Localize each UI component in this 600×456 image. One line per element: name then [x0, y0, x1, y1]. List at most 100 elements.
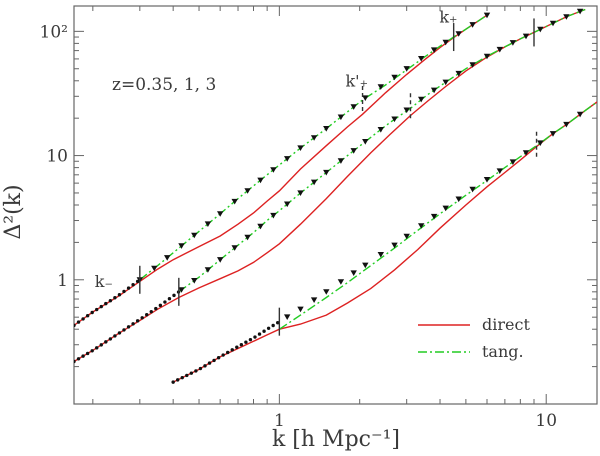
data-point: [430, 47, 438, 53]
data-point: [117, 331, 122, 335]
data-point: [337, 114, 345, 121]
data-point: [576, 8, 584, 15]
data-point: [483, 53, 491, 60]
data-point: [191, 278, 198, 284]
data-point: [549, 20, 557, 27]
y-tick-label: 10²: [40, 22, 68, 42]
x-tick-label: 10: [535, 411, 557, 431]
data-point: [337, 158, 345, 164]
data-point: [244, 234, 251, 241]
data-point: [180, 375, 184, 380]
data-point: [337, 279, 345, 285]
data-point: [131, 283, 135, 287]
data-point: [90, 349, 94, 353]
data-point: [442, 205, 449, 212]
data-point: [257, 332, 262, 336]
data-point: [469, 22, 476, 28]
scale-label: k₋: [95, 272, 113, 291]
data-point: [99, 304, 103, 309]
data-point: [455, 196, 462, 203]
data-point: [216, 355, 221, 360]
data-point: [178, 243, 185, 249]
data-point: [113, 334, 117, 338]
data-point: [391, 116, 398, 123]
data-point: [231, 198, 238, 205]
x-axis-label: k [h Mpc⁻¹]: [272, 427, 400, 452]
data-point: [403, 233, 410, 240]
data-point: [230, 348, 234, 352]
data-point: [207, 361, 212, 365]
data-point: [226, 350, 230, 355]
tang-line: [279, 101, 597, 330]
data-point: [244, 188, 251, 194]
data-point: [122, 289, 126, 294]
data-point: [108, 337, 113, 341]
data-point: [284, 314, 291, 320]
data-point: [430, 213, 438, 220]
data-point: [131, 322, 135, 326]
data-point: [522, 33, 530, 40]
scale-label: k₊: [439, 8, 457, 27]
direct-line: [74, 8, 586, 363]
data-point: [509, 40, 517, 46]
data-point: [176, 378, 180, 382]
data-point: [270, 167, 277, 173]
axes: 1 10 1 10 10²: [40, 6, 597, 431]
data-point: [469, 186, 476, 193]
data-point: [126, 286, 131, 290]
data-point: [496, 168, 503, 174]
data-point: [483, 177, 491, 183]
data-point: [403, 66, 410, 72]
data-point: [198, 366, 203, 371]
data-point: [266, 326, 271, 331]
data-point: [108, 298, 113, 303]
data-point: [194, 369, 198, 373]
data-point: [350, 148, 357, 154]
data-point: [310, 135, 318, 141]
data-point: [455, 70, 462, 77]
data-point: [113, 296, 117, 300]
data-point: [323, 126, 330, 132]
data-point: [74, 359, 76, 364]
data-point: [212, 358, 216, 363]
data-point: [76, 357, 81, 361]
data-point: [483, 12, 491, 19]
data-point: [104, 301, 108, 306]
data-point: [217, 257, 224, 263]
data-point: [276, 320, 280, 325]
data-point: [164, 255, 171, 261]
data-point: [178, 287, 185, 293]
data-point: [221, 353, 225, 357]
data-point: [284, 156, 291, 162]
data-point: [135, 319, 140, 323]
data-point: [563, 14, 570, 20]
data-point: [418, 223, 425, 229]
data-point: [257, 223, 264, 230]
data-point: [203, 364, 207, 368]
data-point: [576, 111, 584, 118]
data-point: [204, 221, 212, 227]
data-point: [537, 140, 544, 146]
data-point: [167, 297, 172, 301]
data-point: [244, 340, 248, 344]
data-point: [430, 87, 438, 94]
data-point: [117, 293, 122, 297]
data-point: [391, 74, 398, 81]
data-point: [297, 190, 304, 196]
legend-label-tang: tang.: [482, 342, 524, 361]
data-point: [81, 354, 85, 358]
series-z-3: [171, 101, 597, 384]
data-point: [239, 343, 244, 347]
data-point: [377, 127, 384, 133]
data-point: [185, 373, 189, 378]
data-point: [149, 309, 153, 314]
series-z-0-35: [74, 12, 491, 328]
data-point: [154, 306, 158, 311]
data-point: [442, 39, 449, 46]
data-point: [257, 177, 264, 184]
data-point: [163, 300, 167, 304]
data-point: [248, 337, 253, 342]
data-point: [90, 310, 94, 315]
data-point: [362, 139, 369, 145]
